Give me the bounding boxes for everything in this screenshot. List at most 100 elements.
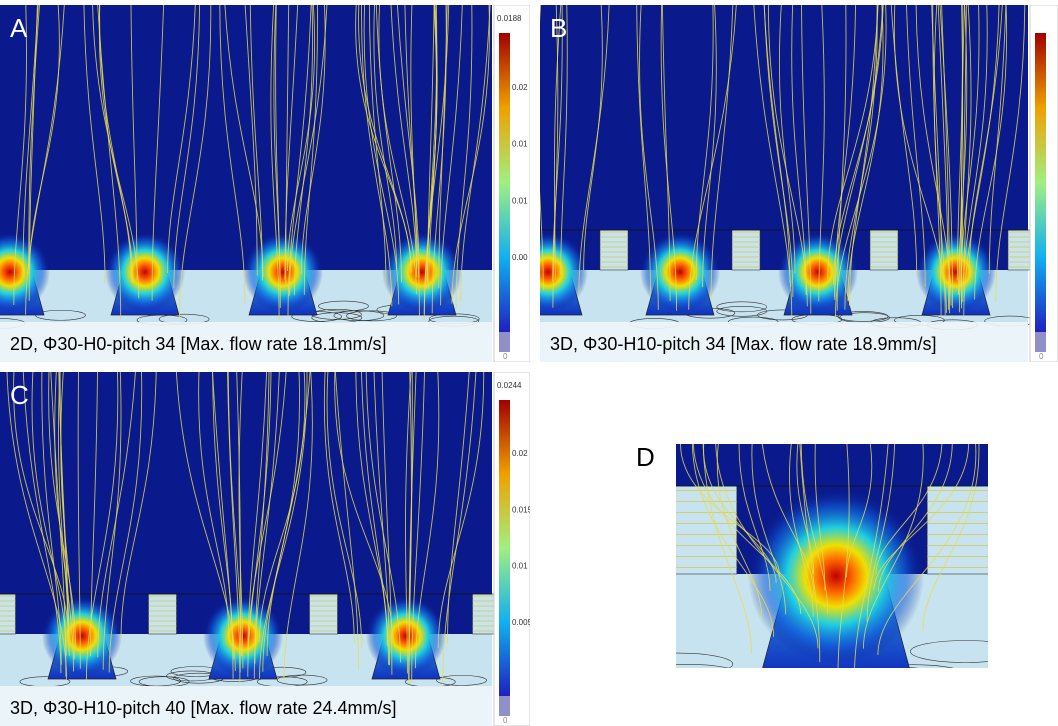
streamline — [227, 372, 242, 657]
colorbar-under — [1035, 332, 1046, 352]
colorbar-tick: 0.02 — [512, 449, 528, 458]
streamline — [13, 372, 70, 640]
streamline — [102, 372, 122, 670]
streamline — [373, 372, 390, 666]
streamline — [41, 372, 62, 665]
panel — [676, 444, 988, 668]
streamline — [836, 5, 847, 311]
streamline — [560, 5, 568, 275]
streamline — [540, 5, 544, 290]
streamline — [875, 444, 943, 575]
streamline — [90, 372, 98, 657]
pillar — [869, 229, 899, 271]
caption-band — [0, 322, 492, 362]
streamline — [77, 372, 81, 669]
streamline — [552, 5, 563, 282]
streamline — [937, 5, 949, 310]
colorbar-tick: 0.01 — [512, 562, 528, 571]
streamline — [283, 372, 313, 681]
streamline — [833, 5, 884, 285]
streamline — [373, 5, 398, 271]
streamline — [738, 444, 771, 592]
flow-domain — [0, 372, 492, 634]
streamline — [715, 444, 819, 649]
pillar — [0, 593, 16, 635]
hotspot — [0, 232, 50, 312]
streamline — [266, 372, 311, 657]
streamline — [411, 372, 425, 683]
streamline — [334, 372, 394, 644]
cone-outline — [318, 300, 369, 312]
panel-label: D — [636, 442, 655, 472]
streamline — [293, 5, 313, 296]
streamline — [58, 372, 70, 653]
streamline — [437, 372, 485, 648]
hotspot — [382, 232, 462, 312]
streamline — [639, 5, 659, 310]
streamline — [253, 372, 280, 679]
streamline — [368, 5, 387, 285]
streamline — [877, 444, 953, 592]
streamline — [763, 5, 794, 297]
flow-domain — [0, 5, 492, 270]
streamline — [219, 5, 246, 304]
streamline — [31, 372, 67, 656]
hotspot — [540, 232, 588, 312]
streamline — [287, 5, 316, 272]
streamline — [151, 5, 165, 301]
streamline — [834, 5, 884, 300]
streamline — [285, 5, 290, 287]
streamline — [390, 5, 418, 276]
streamline — [751, 444, 787, 615]
colorbar-under — [499, 696, 510, 716]
streamline — [249, 5, 263, 281]
streamline — [247, 372, 272, 677]
streamline — [827, 5, 879, 279]
streamline — [378, 5, 417, 295]
colorbar-tick: 0.015 — [512, 505, 530, 514]
streamline — [834, 5, 857, 298]
streamline — [761, 444, 815, 595]
streamline — [583, 5, 603, 271]
streamline — [873, 444, 970, 591]
cone-outline — [716, 301, 768, 313]
streamline — [431, 5, 447, 314]
streamline — [753, 5, 793, 318]
streamline — [363, 5, 400, 305]
colorbar-min: 0 — [503, 716, 508, 725]
streamline — [688, 5, 737, 310]
cone-outline — [346, 310, 397, 322]
streamline — [270, 5, 280, 320]
streamline — [396, 5, 420, 278]
caption-band — [0, 686, 492, 726]
streamline — [22, 372, 62, 674]
colorbar-tick: 0.005 — [512, 618, 530, 627]
streamline — [248, 372, 287, 650]
caption: 3D, Φ30-H10-pitch 34 [Max. flow rate 18.… — [550, 334, 937, 354]
streamline — [22, 5, 39, 278]
streamline — [877, 444, 977, 656]
streamline — [848, 5, 878, 306]
streamline — [763, 5, 791, 283]
colorbar-under — [499, 332, 510, 352]
streamline — [173, 5, 201, 289]
streamline — [834, 5, 887, 318]
streamline — [28, 5, 40, 275]
streamline — [862, 444, 924, 649]
streamline — [303, 5, 318, 295]
streamline — [818, 5, 825, 302]
colorbar-max: 0.0244 — [497, 381, 522, 390]
streamline — [284, 5, 299, 280]
streamline — [178, 5, 212, 317]
hotspot — [640, 232, 720, 312]
cone-outline — [676, 663, 730, 668]
pillar — [309, 593, 338, 635]
streamline — [440, 5, 463, 306]
caption: 3D, Φ30-H10-pitch 40 [Max. flow rate 24.… — [10, 698, 397, 718]
streamline — [326, 372, 363, 648]
pillar — [148, 593, 177, 635]
streamline — [355, 5, 412, 272]
colorbar — [1035, 33, 1046, 332]
cone-outline — [872, 664, 954, 668]
